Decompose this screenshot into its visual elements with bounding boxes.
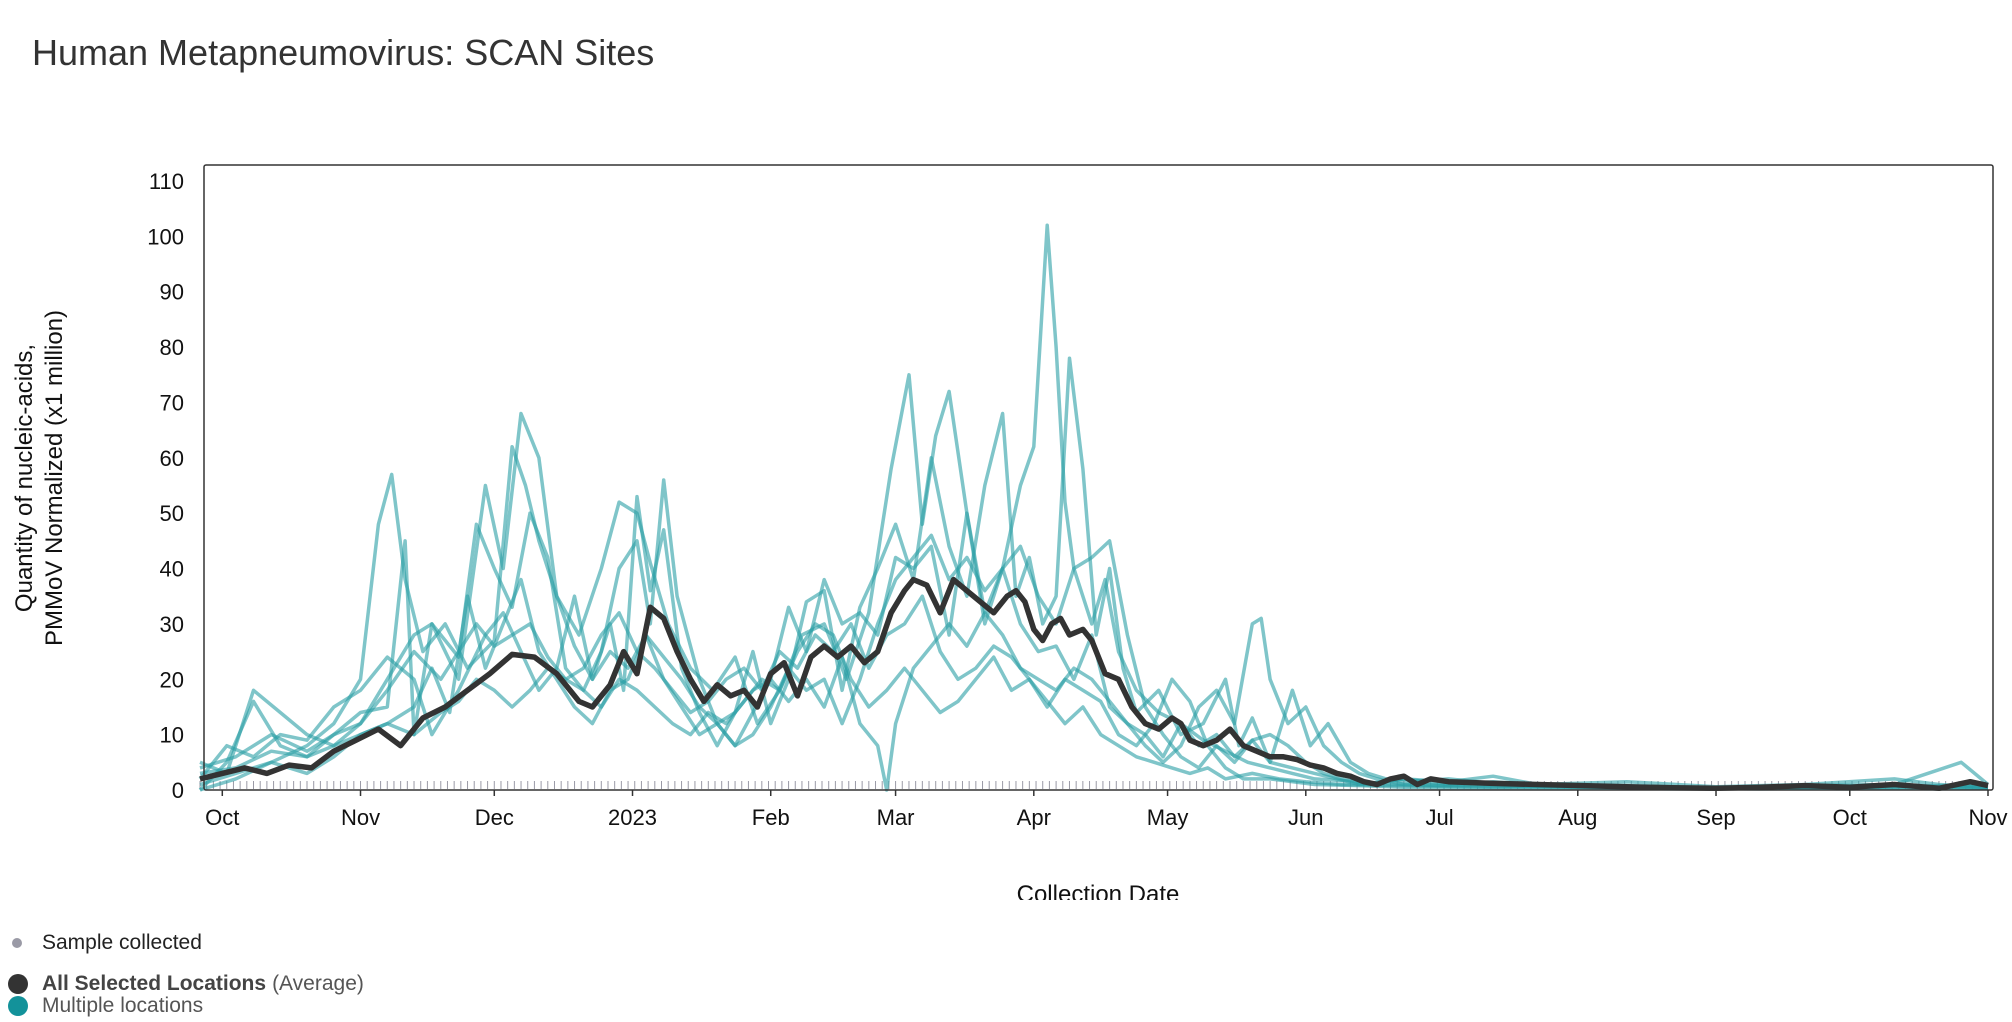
y-axis: 0 10 20 30 40 50 60 70 80 90 100 110	[147, 169, 184, 803]
series-line-site[interactable]	[199, 622, 1989, 791]
x-tick-label: Nov	[341, 805, 380, 830]
x-axis-title: Collection Date	[1017, 881, 1180, 900]
x-tick-label: 2023	[608, 805, 657, 830]
average-dot-icon	[8, 974, 28, 994]
series-line-site[interactable]	[198, 356, 1990, 792]
y-tick-label: 10	[160, 723, 184, 748]
y-tick-label: 30	[160, 612, 184, 637]
legend-average-label: All Selected Locations	[42, 972, 267, 995]
legend-sites-label: Multiple locations	[42, 994, 204, 1017]
y-tick-label: 70	[160, 390, 184, 415]
legend-sample-label: Sample collected	[42, 931, 202, 954]
y-tick-label: 110	[149, 169, 184, 194]
chart: 0 10 20 30 40 50 60 70 80 90 100 110 Oct Nov Dec 2023 F…	[11, 164, 2008, 900]
y-tick-label: 40	[160, 557, 184, 582]
x-tick-label: Jun	[1288, 805, 1323, 830]
x-axis: Oct Nov Dec 2023 Feb Mar Apr May Jun Jul Aug Sep Oct…	[205, 790, 2008, 830]
x-tick-label: Dec	[475, 805, 514, 830]
y-tick-label: 90	[160, 280, 184, 305]
x-tick-label: Sep	[1696, 805, 1735, 830]
x-tick-label: May	[1147, 805, 1189, 830]
plot-frame	[203, 164, 1994, 791]
x-tick-label: Oct	[1833, 805, 1867, 830]
page-title: Human Metapneumovirus: SCAN Sites	[32, 32, 655, 73]
y-tick-label: 0	[172, 778, 184, 803]
y-tick-label: 80	[160, 335, 184, 360]
legend-item-sample[interactable]: Sample collected	[8, 931, 202, 955]
y-tick-label: 100	[147, 224, 184, 249]
series-line-site[interactable]	[199, 223, 1989, 790]
sample-dot-icon	[12, 938, 22, 948]
y-tick-label: 20	[160, 667, 184, 692]
legend-item-sites[interactable]: Multiple locations	[8, 994, 203, 1018]
y-axis-title-line-2: PMMoV Normalized (x1 million)	[41, 310, 68, 646]
y-tick-label: 60	[160, 446, 184, 471]
y-axis-title-line-1: Quantity of nucleic-acids,	[11, 344, 38, 612]
x-tick-label: Jul	[1425, 805, 1453, 830]
x-tick-label: Nov	[1968, 805, 2007, 830]
sites-dot-icon	[8, 996, 28, 1016]
y-tick-label: 50	[160, 501, 184, 526]
series-line-site[interactable]	[199, 594, 1989, 791]
series-line-average[interactable]	[199, 576, 1989, 792]
series-layer	[198, 223, 1990, 792]
x-tick-label: Aug	[1558, 805, 1597, 830]
legend-item-average[interactable]: All Selected Locations (Average)	[8, 972, 364, 996]
series-line-site[interactable]	[198, 533, 1989, 791]
x-tick-label: Apr	[1017, 805, 1051, 830]
x-tick-label: Feb	[752, 805, 790, 830]
series-line-site[interactable]	[199, 577, 1989, 792]
series-line-site[interactable]	[199, 478, 1989, 789]
x-tick-label: Mar	[877, 805, 915, 830]
legend-average-suffix: (Average)	[272, 972, 364, 995]
x-tick-label: Oct	[205, 805, 239, 830]
